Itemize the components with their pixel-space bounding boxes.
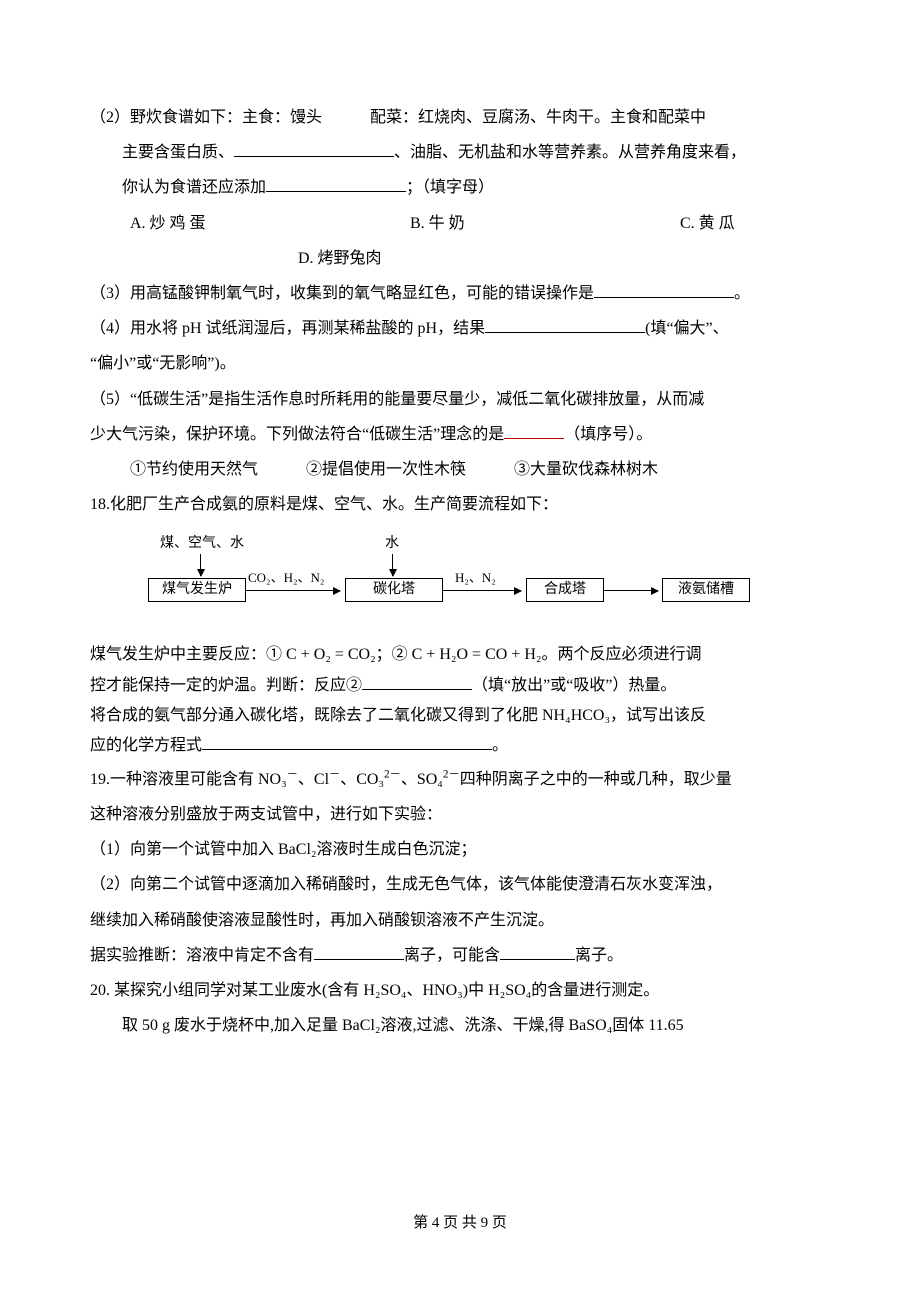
q19-step2: （2）向第二个试管中逐滴加入稀硝酸时，生成无色气体，该气体能使澄清石灰水变浑浊， <box>90 867 830 902</box>
q19-1c: 、CO₃ <box>340 771 384 788</box>
q4-line1: （4）用水将 pH 试纸润湿后，再测某稀盐酸的 pH，结果 (填“偏大”、 <box>90 311 830 346</box>
box-carbonize: 碳化塔 <box>345 578 443 602</box>
blank-add <box>266 175 406 192</box>
q19-step2b: 继续加入稀硝酸使溶液显酸性时，再加入硝酸钡溶液不产生沉淀。 <box>90 903 830 938</box>
q18-p4: 应的化学方程式 。 <box>90 731 830 761</box>
q20-line1: 20. 某探究小组同学对某工业废水(含有 H₂SO₄、HNO₃)中 H₂SO₄的… <box>90 973 830 1008</box>
q2-line2-a: 主要含蛋白质、 <box>122 144 234 161</box>
box-storage: 液氨储槽 <box>662 578 750 602</box>
q19-line2: 这种溶液分别盛放于两支试管中，进行如下实验： <box>90 797 830 832</box>
q18-p1: 煤气发生炉中主要反应：① C + O₂ = CO₂；② C + H₂O = CO… <box>90 640 830 670</box>
edge1-label: CO₂、H₂、N₂ <box>248 570 324 586</box>
arrow-3 <box>604 590 658 591</box>
q19-1a: 19.一种溶液里可能含有 NO₃ <box>90 771 287 788</box>
q19-c2: 离子，可能含 <box>404 947 500 964</box>
blank-q4 <box>485 316 645 333</box>
blank-q5 <box>504 422 564 439</box>
q2-line3: 你认为食谱还应添加 ；（填字母） <box>90 170 830 205</box>
q4b: (填“偏大”、 <box>645 320 729 337</box>
choice-c: C. 黄 瓜 <box>680 206 830 241</box>
q2-line3-b: ；（填字母） <box>406 179 494 196</box>
q19-1d: 、SO₄ <box>401 771 443 788</box>
q19-step1: （1）向第一个试管中加入 BaCl₂溶液时生成白色沉淀； <box>90 832 830 867</box>
blank-notcontain <box>314 943 404 960</box>
q5-2a: 少大气污染，保护环境。下列做法符合“低碳生活”理念的是 <box>90 426 504 443</box>
q18-p2b: （填“放出”或“吸收”）热量。 <box>472 677 676 694</box>
q18-p4a: 应的化学方程式 <box>90 737 202 754</box>
blank-heat <box>362 673 472 690</box>
q4a: （4）用水将 pH 试纸润湿后，再测某稀盐酸的 pH，结果 <box>90 320 485 337</box>
q18-p2: 控才能保持一定的炉温。判断：反应② （填“放出”或“吸收”）热量。 <box>90 671 830 701</box>
q5-line2: 少大气污染，保护环境。下列做法符合“低碳生活”理念的是 （填序号）。 <box>90 417 830 452</box>
q2-line1: （2）野炊食谱如下：主食：馒头 配菜：红烧肉、豆腐汤、牛肉干。主食和配菜中 <box>90 100 830 135</box>
arrow-input <box>200 554 201 576</box>
q19-1b: 、Cl <box>298 771 329 788</box>
q4-line2: “偏小”或“无影响”)。 <box>90 346 830 381</box>
choice-b: B. 牛 奶 <box>410 206 680 241</box>
sup-minus1: － <box>287 768 298 780</box>
choice-a: A. 炒 鸡 蛋 <box>130 206 410 241</box>
blank-nutrient <box>234 140 394 157</box>
box-furnace: 煤气发生炉 <box>148 578 246 602</box>
d-input-label: 煤、空气、水 <box>160 536 244 553</box>
q19-c3: 离子。 <box>575 947 623 964</box>
arrow-water <box>392 554 393 576</box>
sup-2minus2: 2－ <box>443 768 460 780</box>
q18-p3: 将合成的氨气部分通入碳化塔，既除去了二氧化碳又得到了化肥 NH₄HCO₃，试写出… <box>90 701 830 731</box>
page-footer: 第 4 页 共 9 页 <box>90 1207 830 1240</box>
flow-diagram: 煤、空气、水 煤气发生炉 CO₂、H₂、N₂ 水 碳化塔 H₂、N₂ 合成塔 液… <box>130 536 830 626</box>
blank-eq <box>202 733 492 750</box>
q18-intro: 18.化肥厂生产合成氨的原料是煤、空气、水。生产简要流程如下： <box>90 487 830 522</box>
q18-p2a: 控才能保持一定的炉温。判断：反应② <box>90 677 362 694</box>
q19-conclusion: 据实验推断：溶液中肯定不含有 离子，可能含 离子。 <box>90 938 830 973</box>
q3a: （3）用高锰酸钾制氧气时，收集到的氧气略显红色，可能的错误操作是 <box>90 285 594 302</box>
q18-p4b: 。 <box>492 737 508 754</box>
box-synth: 合成塔 <box>526 578 604 602</box>
sup-2minus1: 2－ <box>384 768 401 780</box>
q5-line1: （5）“低碳生活”是指生活作息时所耗用的能量要尽量少，减低二氧化碳排放量，从而减 <box>90 382 830 417</box>
q2-line2: 主要含蛋白质、 、油脂、无机盐和水等营养素。从营养角度来看， <box>90 135 830 170</box>
d-water-label: 水 <box>385 536 399 553</box>
q20-line2: 取 50 g 废水于烧杯中,加入足量 BaCl₂溶液,过滤、洗涤、干燥,得 Ba… <box>90 1008 830 1043</box>
edge2-label: H₂、N₂ <box>455 570 496 586</box>
q5-2b: （填序号）。 <box>564 426 652 443</box>
q3: （3）用高锰酸钾制氧气时，收集到的氧气略显红色，可能的错误操作是 。 <box>90 276 830 311</box>
choice-d: D. 烤野兔肉 <box>90 241 830 276</box>
q19-line1: 19.一种溶液里可能含有 NO₃－、Cl－、CO₃2－、SO₄2－四种阴离子之中… <box>90 762 830 797</box>
blank-q3 <box>594 281 734 298</box>
arrow-2 <box>443 590 521 591</box>
arrow-1 <box>246 590 340 591</box>
choices-row: A. 炒 鸡 蛋 B. 牛 奶 C. 黄 瓜 <box>90 206 830 241</box>
sup-minus2: － <box>329 768 340 780</box>
blank-maycontain <box>500 943 575 960</box>
q2-line3-a: 你认为食谱还应添加 <box>122 179 266 196</box>
q5-opts: ①节约使用天然气 ②提倡使用一次性木筷 ③大量砍伐森林树木 <box>90 452 830 487</box>
q19-c1: 据实验推断：溶液中肯定不含有 <box>90 947 314 964</box>
q19-1e: 四种阴离子之中的一种或几种，取少量 <box>460 771 732 788</box>
q3b: 。 <box>734 285 750 302</box>
q2-line2-b: 、油脂、无机盐和水等营养素。从营养角度来看， <box>394 144 746 161</box>
